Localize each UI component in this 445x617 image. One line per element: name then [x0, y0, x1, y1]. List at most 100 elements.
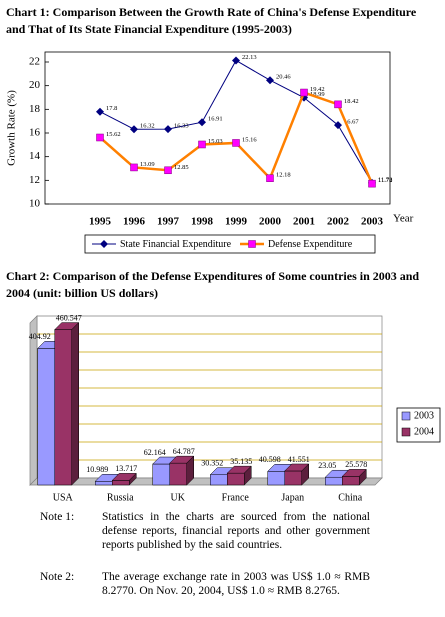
point: [198, 118, 206, 127]
bar-side: [71, 321, 79, 486]
legend-box: [396, 407, 441, 443]
x-axis-label: Year: [393, 213, 414, 225]
point: [130, 163, 138, 172]
data-label: 17.8: [106, 105, 117, 112]
data-label: 30.352: [201, 459, 223, 468]
data-label: 12.18: [276, 172, 291, 179]
legend-swatch: [401, 427, 411, 437]
x-tick-label: 2000: [259, 216, 282, 228]
note-text: Statistics in the charts are sourced fro…: [102, 511, 370, 551]
y-tick-label: 16: [29, 127, 41, 139]
bar: [169, 462, 187, 486]
legend-label: State Financial Expenditure: [120, 239, 232, 250]
chart-title: Chart 2: Comparison of the Defense Expen…: [6, 269, 420, 300]
data-label: 40.598: [259, 455, 281, 464]
y-axis-label: Growth Rate (%): [6, 90, 18, 166]
data-label: 19.42: [310, 86, 325, 93]
bar-side: [359, 468, 367, 486]
point: [198, 140, 206, 149]
y-tick-label: 10: [29, 198, 41, 210]
x-tick-label: 2002: [327, 216, 350, 228]
data-label: 404.92: [29, 332, 51, 341]
bar-side: [186, 455, 194, 486]
data-label: 18.99: [310, 91, 325, 98]
bar-side: [129, 472, 137, 486]
bar: [227, 472, 245, 486]
y-tick-label: 20: [29, 79, 41, 91]
point: [164, 125, 172, 134]
data-label: 12.85: [174, 164, 189, 171]
plot-frame: [44, 51, 391, 205]
data-label: 62.164: [144, 448, 166, 457]
bar: [54, 329, 72, 486]
x-tick-label: 2003: [361, 216, 384, 228]
x-tick-label: China: [338, 492, 362, 503]
bar: [210, 474, 228, 486]
x-tick-label: France: [222, 492, 250, 503]
note: Note 2: The average exchange rate in 200…: [40, 570, 370, 598]
legend-label: 2004: [414, 426, 434, 437]
x-tick-label: 1997: [157, 216, 180, 228]
point: [266, 174, 274, 182]
side-wall: [29, 315, 38, 486]
point: [334, 100, 342, 109]
data-label: 13.717: [115, 464, 137, 473]
note-text: The average exchange rate in 2003 was US…: [102, 571, 370, 597]
point: [96, 133, 104, 142]
point: [334, 121, 342, 130]
data-label: 23.05: [318, 461, 336, 470]
data-label: 16.67: [344, 119, 359, 126]
x-tick-label: 1996: [123, 216, 146, 228]
bar: [284, 470, 302, 486]
data-label: 16.91: [208, 116, 223, 123]
bar-chart: USA 404.92 460.547 Russia 10.989 13.717 UK 62.1…: [29, 313, 441, 503]
data-label: 15.62: [106, 131, 121, 138]
data-label: 22.13: [242, 54, 257, 61]
point: [248, 240, 256, 248]
legend-swatch: [401, 411, 411, 421]
data-label: 10.989: [86, 465, 108, 474]
data-label: 25.578: [345, 460, 367, 469]
data-label: 460.547: [56, 313, 82, 322]
bar-side: [244, 465, 252, 486]
data-label: 15.03: [208, 138, 223, 145]
note-label: Note 1:: [40, 511, 75, 523]
bar: [267, 471, 285, 486]
y-tick-label: 12: [29, 174, 40, 186]
data-label: 11.78: [378, 176, 392, 183]
bar: [342, 476, 360, 486]
data-label: 41.551: [288, 455, 310, 464]
data-label: 16.32: [140, 123, 155, 130]
x-tick-label: 1999: [225, 216, 248, 228]
point: [368, 179, 376, 188]
x-tick-label: 1995: [89, 216, 112, 228]
point: [96, 107, 104, 116]
note: Note 1: Statistics in the charts are sou…: [40, 510, 370, 552]
x-tick-label: USA: [53, 492, 74, 503]
legend-label: Defense Expenditure: [268, 239, 353, 250]
bar: [325, 476, 343, 486]
bar: [37, 348, 55, 486]
y-tick-label: 18: [29, 103, 41, 115]
y-tick-label: 14: [29, 150, 41, 162]
legend-box: [84, 234, 376, 254]
line-chart: Growth Rate (%) Year 10 12 14 16 18 20 22 1995 1…: [6, 51, 414, 254]
bar: [95, 481, 113, 486]
data-label: 64.787: [173, 447, 195, 456]
bar-side: [301, 463, 309, 486]
data-label: 15.16: [242, 136, 257, 143]
point: [100, 240, 108, 248]
data-label: 16.33: [174, 123, 189, 130]
bar: [152, 463, 170, 486]
data-label: 20.46: [276, 74, 291, 81]
point: [300, 88, 308, 97]
x-tick-label: 2001: [293, 216, 315, 228]
legend-label: 2003: [414, 410, 434, 421]
data-label: 11.72: [378, 177, 392, 184]
note-label: Note 2:: [40, 571, 75, 583]
x-tick-label: UK: [171, 492, 186, 503]
chart-title: Chart 1: Comparison Between the Growth R…: [6, 5, 417, 36]
data-label: 18.42: [344, 98, 359, 105]
data-label: 13.09: [140, 161, 155, 168]
